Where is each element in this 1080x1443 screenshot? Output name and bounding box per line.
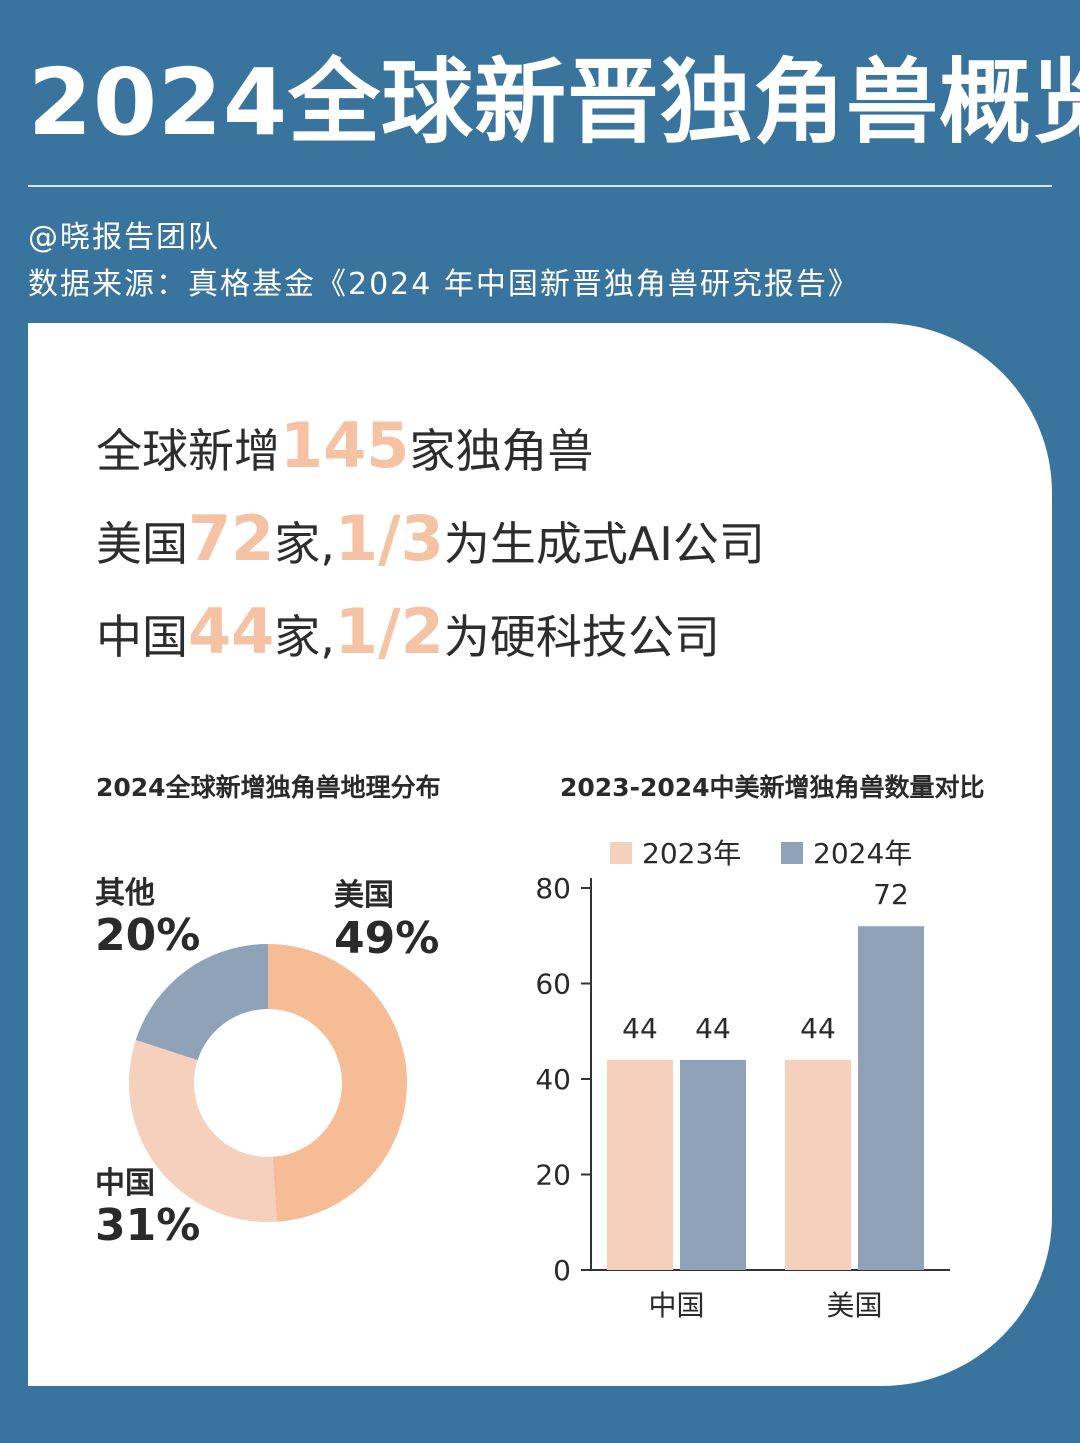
bar-chart-title: 2023-2024中美新增独角兽数量对比 [560,773,985,802]
donut-label-1: 中国 [95,1166,155,1201]
bar-0-0 [607,1059,673,1270]
donut-chart-title: 2024全球新增独角兽地理分布 [96,773,441,802]
highlight-prefix: 中国 [96,610,188,664]
highlight-number: 145 [280,409,410,482]
bar-y-tick-label-2: 40 [535,1063,571,1096]
legend-label-0: 2023年 [642,837,741,870]
bar-data-label-0-0: 44 [622,1012,658,1045]
highlight-number: 72 [188,502,275,575]
donut-label-0: 美国 [334,878,394,913]
data-source: 数据来源：真格基金《2024 年中国新晋独角兽研究报告》 [28,267,860,302]
highlight-text: 家, [274,610,335,664]
highlight-usa: 美国72家,1/3为生成式AI公司 [96,508,765,570]
bar-data-label-0-1: 44 [695,1012,731,1045]
highlight-text: 家独角兽 [409,424,594,478]
bar-y-tick-label-1: 20 [535,1159,571,1192]
donut-value-1: 31% [95,1200,200,1251]
bar-data-label-1-0: 44 [800,1012,836,1045]
highlight-china: 中国44家,1/2为硬科技公司 [96,601,720,663]
donut-value-0: 49% [334,913,439,964]
bar-1-1 [858,926,924,1270]
legend-swatch-0 [610,842,632,864]
bar-0-1 [680,1059,746,1270]
donut-slice-0 [268,944,407,1222]
title-divider [28,185,1052,187]
highlight-suffix: 为生成式AI公司 [443,517,765,571]
donut-slice-1 [128,1040,277,1222]
highlight-global: 全球新增145家独角兽 [96,415,593,477]
highlight-fraction: 1/2 [334,595,444,668]
bar-category-label-1: 美国 [826,1289,882,1322]
author-credit: @晓报告团队 [28,220,220,255]
highlight-suffix: 为硬科技公司 [443,610,720,664]
donut-value-2: 20% [95,910,200,961]
highlight-prefix: 全球新增 [96,424,280,478]
highlight-fraction: 1/3 [334,502,444,575]
page-title: 2024全球新晋独角兽概览 [28,49,1080,156]
bar-1-0 [785,1059,851,1270]
highlight-text: 家, [274,517,335,571]
bar-y-tick-label-0: 0 [553,1254,571,1287]
bar-y-tick-label-4: 80 [535,872,571,905]
legend-label-1: 2024年 [813,837,912,870]
highlight-number: 44 [188,595,275,668]
legend-swatch-1 [781,842,803,864]
bar-category-label-0: 中国 [648,1289,704,1322]
highlight-prefix: 美国 [96,517,188,571]
bar-data-label-1-1: 72 [873,878,909,911]
donut-label-2: 其他 [95,876,155,911]
bar-y-tick-label-3: 60 [535,968,571,1001]
donut-slice-2 [135,944,268,1061]
